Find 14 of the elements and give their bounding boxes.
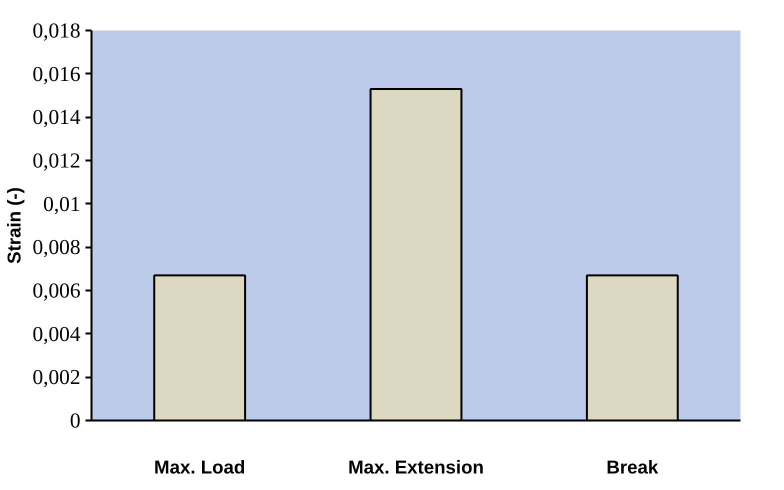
- y-tick-label: 0,018: [32, 18, 81, 42]
- y-tick-label: 0,014: [32, 105, 81, 130]
- y-tick-label: 0,004: [32, 322, 81, 346]
- y-tick-label: 0,012: [32, 148, 81, 172]
- y-tick-label: 0,002: [32, 365, 81, 390]
- y-tick-label: 0: [70, 408, 81, 432]
- y-tick-label: 0,006: [32, 278, 81, 302]
- x-tick-label: Max. Extension: [348, 456, 484, 478]
- y-tick-label: 0,016: [32, 62, 81, 86]
- x-tick-label: Max. Load: [154, 456, 246, 478]
- y-tick-label: 0,008: [32, 235, 81, 260]
- y-tick-label: 0,01: [43, 192, 81, 216]
- x-tick-label: Break: [606, 456, 659, 478]
- y-axis-title: Strain (-): [4, 187, 25, 264]
